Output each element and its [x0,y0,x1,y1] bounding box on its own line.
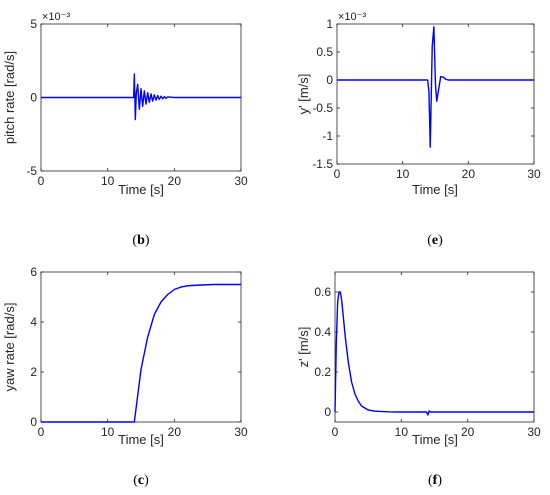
y-tick-label: 0 [324,405,331,419]
y-tick-label: -0.5 [312,101,333,115]
x-tick-label: 10 [395,425,409,439]
x-tick-label: 30 [234,425,248,439]
chart-c: 0 10 20 30 0 2 4 6 Time [s] yaw rate [rad/s] (c) [2,265,248,488]
chart-e: 0 10 20 30 -1.5 -1 -0.5 0 0.5 1 ×10⁻³ Time [s] y' [m… [296,11,541,248]
y-tick-label: 5 [30,17,37,31]
panel-caption: (c) [133,473,149,488]
x-tick-label: 0 [38,174,45,188]
panel-caption: (b) [132,233,149,248]
y-tick-label: 0.4 [314,325,331,339]
y-tick-label: 0.2 [314,365,331,379]
x-tick-label: 30 [234,174,248,188]
y-axis-label: z' [m/s] [296,327,311,368]
y-tick-label: -1 [322,129,333,143]
panel-caption: (e) [427,233,443,248]
x-tick-label: 0 [334,167,341,181]
y-tick-label: 0.6 [314,285,331,299]
x-tick-label: 30 [527,425,541,439]
axis-exponent: ×10⁻³ [42,11,70,23]
series-line [337,26,534,148]
x-tick-label: 20 [461,425,475,439]
y-tick-label: 2 [30,365,37,379]
x-tick-label: 20 [168,425,182,439]
x-tick-label: 20 [168,174,182,188]
y-tick-label: 6 [30,265,37,279]
x-tick-label: 10 [396,167,410,181]
x-tick-label: 0 [38,425,45,439]
y-axis-label: pitch rate [rad/s] [2,51,17,144]
x-axis-label: Time [s] [118,432,164,447]
x-axis-label: Time [s] [118,182,164,197]
y-tick-label: 0 [30,91,37,105]
x-tick-label: 20 [462,167,476,181]
y-tick-label: 1 [326,17,333,31]
y-tick-label: 0.5 [316,45,333,59]
panel-caption: (f) [428,473,442,488]
y-tick-label: 0 [326,73,333,87]
y-tick-label: 4 [30,315,37,329]
x-tick-label: 0 [332,425,339,439]
x-axis-label: Time [s] [412,182,458,197]
chart-f: 0 10 20 30 0 0.2 0.4 0.6 Time [s] z' [m/s] (f) [296,271,541,488]
series-line [41,283,241,423]
y-axis-label: y' [m/s] [296,74,311,115]
series-line [334,291,534,416]
x-tick-label: 30 [527,167,541,181]
axis-exponent: ×10⁻³ [338,11,366,23]
y-axis-label: yaw rate [rad/s] [2,303,17,392]
y-tick-label: 0 [30,415,37,429]
x-axis-label: Time [s] [412,432,458,447]
y-tick-label: -1.5 [312,157,333,171]
series-line [41,73,241,121]
x-tick-label: 10 [101,174,115,188]
plot-area [40,271,242,423]
plot-area [334,271,535,423]
x-tick-label: 10 [101,425,115,439]
y-tick-label: -5 [26,164,37,178]
